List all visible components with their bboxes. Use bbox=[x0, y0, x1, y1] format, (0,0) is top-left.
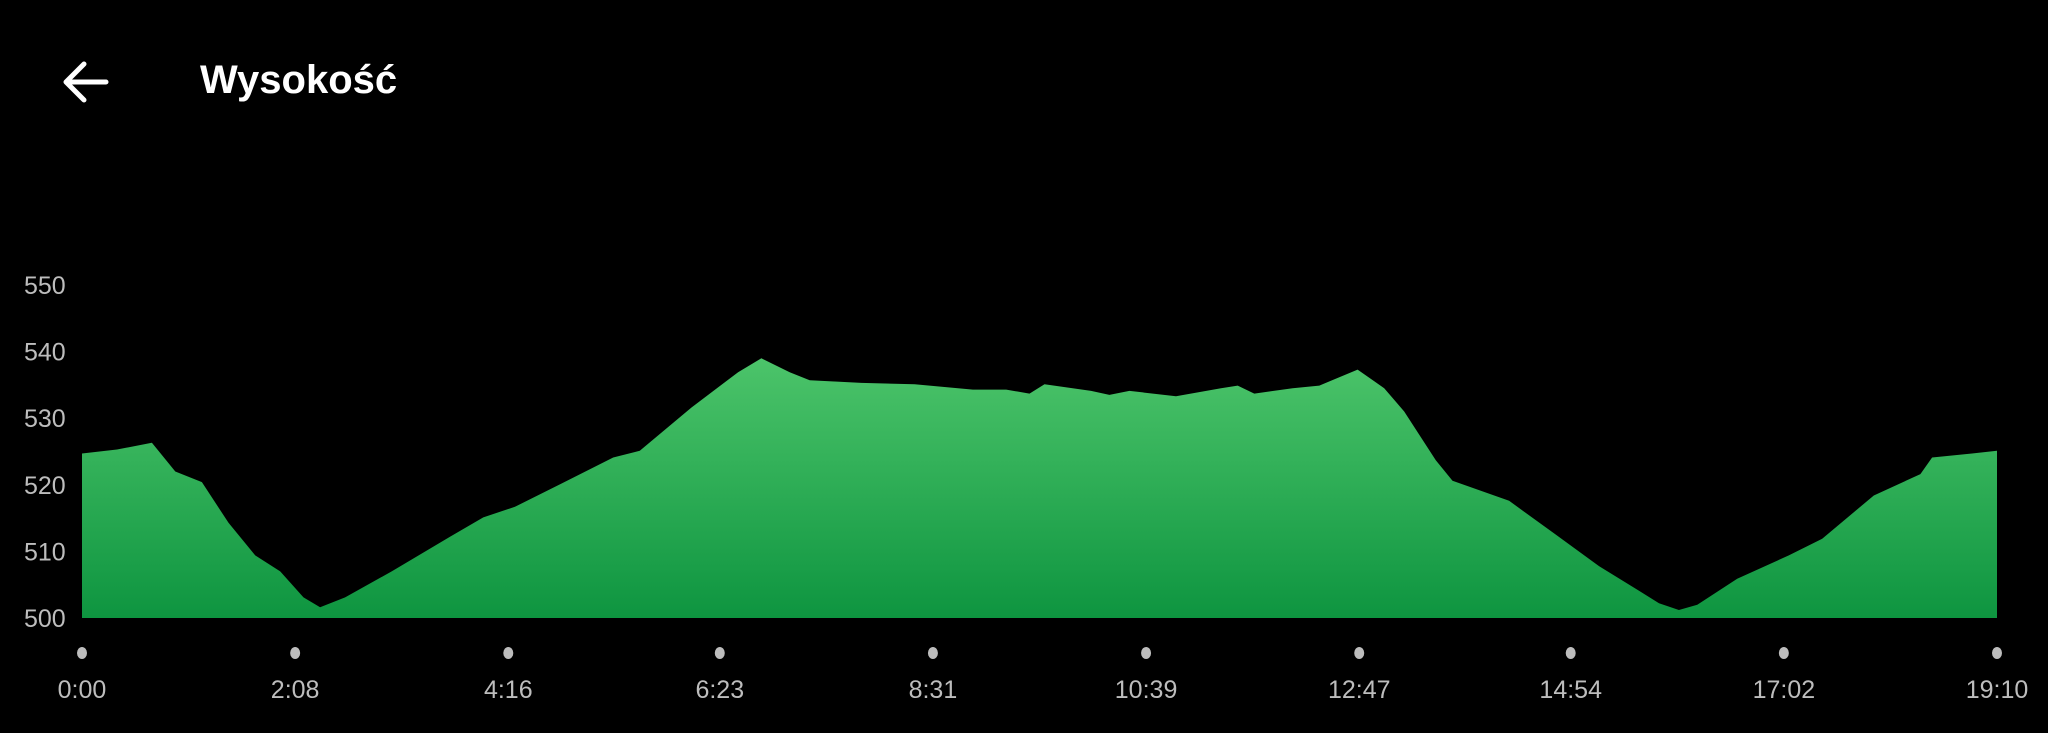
x-tick-label: 8:31 bbox=[909, 676, 958, 704]
x-tick-label: 17:02 bbox=[1753, 676, 1816, 704]
x-tick-dot bbox=[1778, 647, 1789, 659]
x-tick-dot bbox=[503, 647, 514, 659]
y-tick-label: 520 bbox=[24, 472, 66, 500]
x-tick-label: 0:00 bbox=[58, 676, 107, 704]
x-tick-dot bbox=[1354, 647, 1365, 659]
x-tick-label: 14:54 bbox=[1539, 676, 1602, 704]
x-tick-label: 19:10 bbox=[1966, 676, 2029, 704]
x-tick-label: 2:08 bbox=[271, 676, 320, 704]
x-tick-dot bbox=[77, 647, 87, 659]
x-tick-dot bbox=[927, 647, 938, 659]
x-tick-label: 6:23 bbox=[695, 676, 744, 704]
back-button[interactable] bbox=[56, 52, 116, 112]
x-tick-label: 12:47 bbox=[1328, 676, 1391, 704]
x-tick-dot bbox=[1565, 647, 1576, 659]
x-tick-dot bbox=[1992, 647, 2002, 659]
y-tick-label: 530 bbox=[24, 405, 66, 433]
y-axis: 550 540 530 520 510 500 bbox=[24, 272, 66, 633]
arrow-left-icon bbox=[63, 61, 109, 103]
y-tick-label: 510 bbox=[24, 538, 66, 566]
y-tick-label: 550 bbox=[24, 272, 66, 300]
x-tick-label: 10:39 bbox=[1115, 676, 1178, 704]
x-tick-dot bbox=[290, 647, 301, 659]
x-axis: 0:00 2:08 4:16 6:23 8:31 10:39 12:47 14:54 17:02… bbox=[58, 647, 2029, 704]
page-title: Wysokość bbox=[200, 58, 398, 102]
x-tick-dot bbox=[714, 647, 725, 659]
top-app-bar: Wysokość bbox=[0, 0, 2048, 160]
y-tick-label: 540 bbox=[24, 339, 66, 367]
x-tick-label: 4:16 bbox=[484, 676, 533, 704]
y-tick-label: 500 bbox=[24, 605, 66, 633]
x-tick-dot bbox=[1141, 647, 1152, 659]
elevation-area bbox=[82, 358, 1997, 618]
